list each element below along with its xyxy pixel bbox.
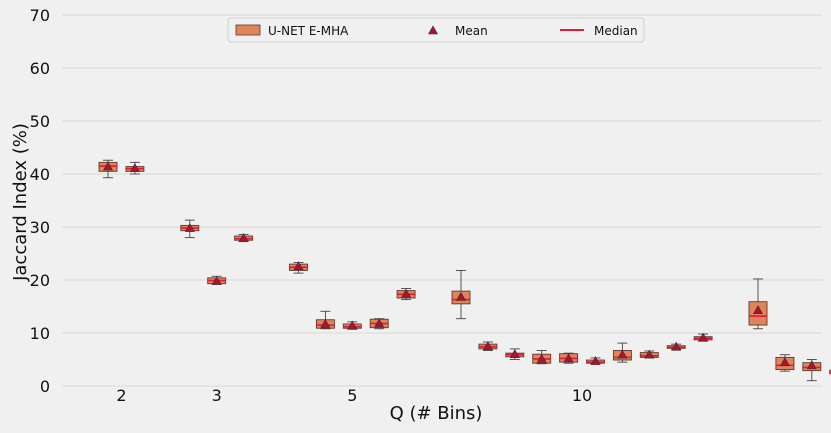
- y-axis-label: Jaccard Index (%): [10, 123, 31, 282]
- x-axis-label: Q (# Bins): [390, 403, 483, 424]
- box-q3: [234, 233, 254, 242]
- legend-box-label: U-NET E-MHA: [268, 24, 349, 38]
- legend: U-NET E-MHA Mean Median: [227, 17, 645, 43]
- mean-marker: [320, 318, 331, 328]
- y-tick-label: 60: [30, 59, 50, 78]
- x-tick-labels: 2351020: [116, 386, 592, 405]
- mean-marker: [590, 356, 601, 365]
- box-q10: [586, 356, 605, 365]
- box-plots: [98, 159, 831, 382]
- box-q20: [829, 369, 831, 375]
- y-tick-labels: 0 10 20 30 40 50 60 70: [30, 6, 50, 396]
- legend-box-swatch: [235, 24, 261, 36]
- box-q10: [505, 348, 525, 360]
- box-q20: [802, 359, 822, 382]
- mean-marker: [644, 349, 655, 359]
- box-q5: [342, 320, 362, 330]
- y-tick-label: 70: [30, 6, 50, 25]
- mean-marker: [238, 233, 249, 242]
- box-q3: [207, 275, 227, 285]
- mean-marker: [347, 320, 358, 330]
- box-q10: [639, 349, 659, 359]
- legend-median-label: Median: [594, 24, 638, 38]
- mean-marker: [752, 305, 764, 315]
- box-q10: [532, 350, 552, 365]
- mean-marker: [129, 163, 140, 172]
- mean-marker: [617, 349, 628, 359]
- mean-marker: [184, 222, 195, 232]
- mean-marker: [779, 357, 790, 366]
- y-tick-label: 30: [30, 218, 50, 237]
- box-q10: [666, 341, 686, 351]
- mean-marker: [563, 353, 574, 363]
- mean-marker: [536, 353, 547, 363]
- y-tick-label: 0: [40, 377, 50, 396]
- box-q10: [559, 352, 579, 364]
- mean-marker: [671, 341, 682, 351]
- box-q10: [693, 332, 713, 342]
- legend-mean-label: Mean: [455, 24, 488, 38]
- y-tick-label: 20: [30, 271, 50, 290]
- x-tick-label: 3: [212, 386, 222, 405]
- box-q20: [748, 278, 768, 330]
- mean-marker: [455, 291, 467, 301]
- legend-mean-marker: [427, 25, 439, 35]
- y-tick-label: 50: [30, 112, 50, 131]
- box-q10: [451, 270, 471, 320]
- mean-marker: [211, 275, 222, 285]
- legend-box: [227, 17, 645, 43]
- mean-marker: [401, 288, 412, 298]
- mean-marker: [482, 341, 493, 351]
- box-q10: [612, 342, 632, 363]
- box-q5: [289, 261, 308, 274]
- box-q5: [315, 310, 335, 330]
- y-tick-label: 40: [30, 165, 50, 184]
- mean-marker: [509, 349, 520, 359]
- mean-marker: [374, 318, 385, 328]
- x-tick-label: 10: [572, 386, 592, 405]
- mean-marker: [698, 332, 709, 342]
- mean-marker: [102, 161, 114, 171]
- box-q5: [396, 288, 416, 301]
- x-tick-label: 2: [116, 386, 126, 405]
- mean-marker: [806, 360, 817, 370]
- box-q3: [180, 219, 200, 239]
- box-q5: [369, 318, 389, 330]
- box-q20: [775, 354, 795, 372]
- box-q2: [98, 159, 118, 179]
- mean-marker: [293, 261, 304, 271]
- y-tick-label: 10: [30, 324, 50, 343]
- x-tick-label: 5: [347, 386, 357, 405]
- box-q2: [125, 161, 145, 175]
- box-q10: [478, 341, 498, 351]
